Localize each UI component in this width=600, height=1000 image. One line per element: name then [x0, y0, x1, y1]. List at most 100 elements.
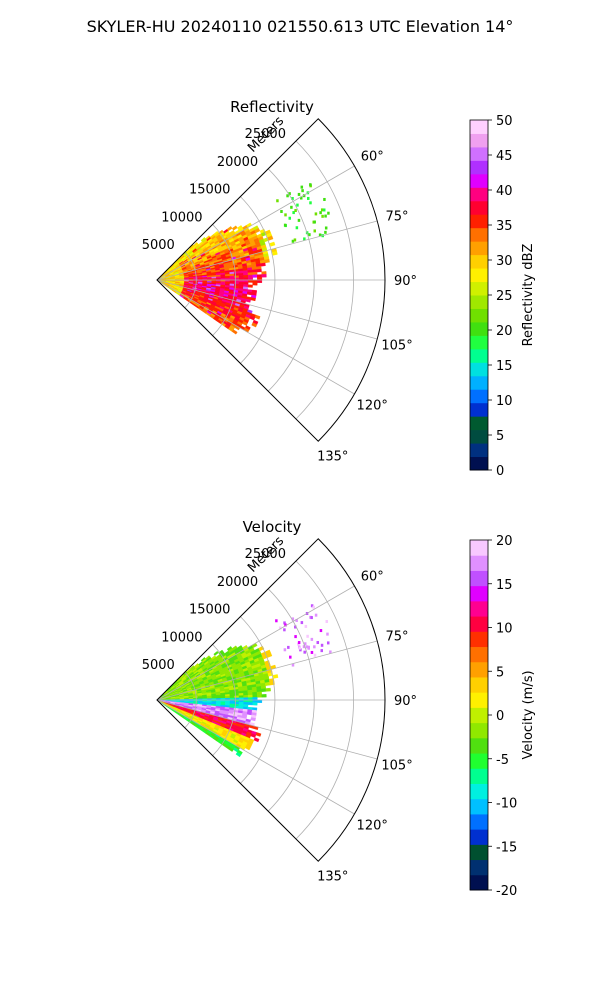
colorbar-segment: [470, 321, 488, 336]
figure-title: SKYLER-HU 20240110 021550.613 UTC Elevat…: [87, 17, 514, 36]
colorbar-segment: [470, 737, 488, 754]
colorbar-segment: [470, 281, 488, 296]
azimuth-tick-label: 90°: [394, 694, 417, 709]
echo-field: [156, 604, 332, 758]
colorbar-segment: [470, 375, 488, 390]
panel-title: Reflectivity: [230, 98, 314, 116]
colorbar-segment: [470, 585, 488, 602]
radial-tick-label: 5000: [142, 238, 175, 253]
colorbar-tick-label: 15: [496, 578, 513, 593]
colorbar-segment: [470, 268, 488, 283]
colorbar-tick-label: 25: [496, 289, 513, 304]
colorbar-segment: [470, 600, 488, 617]
colorbar-segment: [470, 844, 488, 861]
radial-tick-label: 20000: [217, 155, 258, 170]
colorbar-segment: [470, 254, 488, 269]
colorbar-tick-label: -5: [496, 753, 509, 768]
colorbar-tick-label: -10: [496, 797, 517, 812]
velocity-panel: Velocity 60° 75° 90° 105° 120° 135° 5000 10000 15…: [142, 518, 536, 899]
azimuth-tick-label: 75°: [386, 210, 409, 225]
polar-grid: [156, 140, 385, 442]
azimuth-tick-label: 135°: [317, 450, 348, 465]
colorbar-segment: [470, 389, 488, 404]
radial-tick-label: 25000: [245, 127, 286, 142]
sector-frame: [156, 538, 386, 862]
radial-tick-label: 5000: [142, 658, 175, 673]
colorbar-segment: [470, 707, 488, 724]
azimuth-tick-label: 120°: [357, 818, 388, 833]
azimuth-tick-label: 60°: [361, 150, 384, 165]
colorbar-tick-label: 50: [496, 114, 513, 129]
colorbar-tick-label: 10: [496, 622, 513, 637]
azimuth-tick-label: 135°: [317, 870, 348, 885]
colorbar-segment: [470, 555, 488, 571]
colorbar-segment: [470, 616, 488, 632]
colorbar-segment: [470, 295, 488, 309]
colorbar-segment: [470, 798, 488, 815]
colorbar-tick-label: 45: [496, 149, 513, 164]
colorbar-tick-label: -15: [496, 840, 517, 855]
colorbar-segment: [470, 753, 488, 769]
colorbar-segment: [470, 120, 488, 134]
colorbar-segment: [470, 783, 488, 800]
colorbar-tick-label: -20: [496, 884, 517, 899]
colorbar-segment: [470, 768, 488, 784]
radial-tick-label: 25000: [245, 547, 286, 562]
colorbar-tick-label: 15: [496, 359, 513, 374]
radial-tick-label: 10000: [161, 630, 202, 645]
radial-tick-label: 20000: [217, 575, 258, 590]
colorbar-tick-label: 20: [496, 324, 513, 339]
colorbar-tick-label: 30: [496, 254, 513, 269]
colorbar-segment: [470, 631, 488, 648]
radial-tick-label: 10000: [161, 210, 202, 225]
colorbar-segment: [470, 214, 488, 229]
colorbar-tick-label: 0: [496, 709, 504, 724]
colorbar-segment: [470, 173, 488, 188]
colorbar-segment: [470, 241, 488, 256]
azimuth-tick-label: 90°: [394, 274, 417, 289]
colorbar-segment: [470, 402, 488, 417]
colorbar-tick-label: 0: [496, 464, 504, 479]
colorbar-segment: [470, 722, 488, 739]
azimuth-tick-label: 120°: [357, 398, 388, 413]
colorbar-segment: [470, 874, 488, 891]
colorbar: -20 -15 -10 -5 0 5 10 15 20 Velocity (m/s): [469, 534, 536, 899]
colorbar-segment: [470, 859, 488, 876]
colorbar-tick-label: 35: [496, 219, 513, 234]
colorbar-tick-label: 20: [496, 534, 513, 549]
colorbar-segment: [470, 160, 488, 175]
colorbar-segment: [470, 200, 488, 215]
colorbar: 0 5 10 15 20 25 30 35 40 45 50 Reflectivity dBZ: [469, 114, 536, 479]
colorbar-segment: [470, 227, 488, 242]
colorbar-segment: [470, 570, 488, 587]
colorbar-segment: [470, 133, 488, 148]
colorbar-segment: [470, 348, 488, 363]
colorbar-segment: [470, 362, 488, 377]
colorbar-segment: [470, 829, 488, 845]
colorbar-segment: [470, 813, 488, 830]
colorbar-segment: [470, 456, 488, 471]
colorbar-segment: [470, 335, 488, 350]
azimuth-tick-label: 105°: [381, 758, 412, 773]
colorbar-segment: [470, 416, 488, 431]
colorbar-segment: [470, 661, 488, 678]
colorbar-label: Reflectivity dBZ: [521, 244, 536, 347]
colorbar-segment: [470, 676, 488, 693]
colorbar-segment: [470, 646, 488, 663]
colorbar-tick-label: 5: [496, 429, 504, 444]
colorbar-segment: [470, 187, 488, 202]
colorbar-segment: [470, 308, 488, 323]
azimuth-tick-label: 75°: [386, 630, 409, 645]
colorbar-label: Velocity (m/s): [521, 670, 536, 759]
colorbar-segment: [470, 146, 488, 161]
azimuth-tick-label: 105°: [381, 338, 412, 353]
panel-title: Velocity: [243, 518, 302, 536]
radial-tick-label: 15000: [189, 183, 230, 198]
radial-tick-label: 15000: [189, 603, 230, 618]
colorbar-tick-label: 10: [496, 394, 513, 409]
echo-field: [156, 183, 330, 335]
azimuth-tick-label: 60°: [361, 570, 384, 585]
colorbar-tick-label: 40: [496, 184, 513, 199]
colorbar-tick-label: 5: [496, 665, 504, 680]
